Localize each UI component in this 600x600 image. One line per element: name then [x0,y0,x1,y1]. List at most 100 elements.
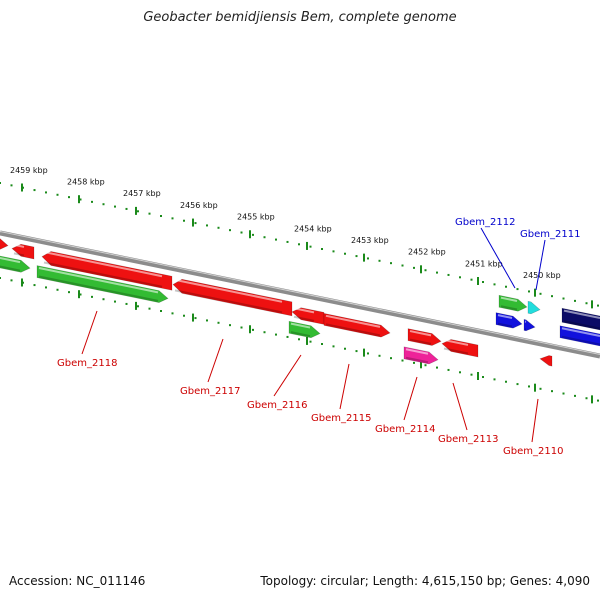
upper-ruler-dot [436,271,438,274]
gene-navy-right[interactable] [561,307,600,331]
lower-ruler-dot [344,347,346,350]
upper-ruler-dot [344,252,346,255]
lower-ruler-dot [252,328,254,331]
upper-ruler-dot [45,191,47,194]
lower-ruler-dot [378,354,381,357]
upper-ruler-dot [574,299,576,302]
lower-ruler-dot [79,293,82,296]
gene-gbem-2116-red-shadow [174,289,283,314]
gene-label[interactable]: Gbem_2114 [375,424,435,435]
upper-ruler-dot [102,203,105,206]
upper-ruler-dot [183,219,185,222]
upper-ruler-dot [79,198,82,201]
upper-ruler-dot [551,295,553,298]
upper-ruler-dot [459,276,461,279]
upper-ruler-dot [332,250,335,253]
lower-ruler-dot [447,368,450,371]
gene-label[interactable]: Gbem_2112 [455,217,515,228]
lower-ruler-dot [91,295,93,298]
lower-ruler-dot [148,307,151,310]
lower-ruler-dot [516,383,519,386]
gene-label[interactable]: Gbem_2116 [247,400,307,411]
gene-label[interactable]: Gbem_2113 [438,434,498,445]
genome-summary-text: Topology: circular; Length: 4,615,150 bp… [260,574,590,588]
gene-gbem-2111-blue[interactable] [523,319,536,332]
lower-ruler-dot [332,345,335,348]
upper-ruler-dot [125,207,128,210]
gene-red-2-highlight [293,307,315,314]
gene-gbem-2113[interactable] [441,339,479,358]
gene-gbem-2118-shadow [43,261,163,288]
upper-ruler-dot [470,278,473,281]
lower-ruler-dot [597,399,599,402]
upper-ruler-dot [309,245,312,248]
gene-label[interactable]: Gbem_2117 [180,386,240,397]
upper-ruler-dot [263,236,266,239]
gene-label-leader [403,376,418,421]
gene-blue-right-shadow [561,335,600,346]
upper-ruler-dot [206,224,208,227]
gene-label[interactable]: Gbem_2118 [57,358,117,369]
upper-ruler-dot [516,288,519,291]
kbp-label: 2450 kbp [523,271,561,280]
upper-ruler-dot [528,290,530,293]
gene-gbem-2117-highlight [38,267,159,294]
lower-ruler-dot [194,317,197,320]
lower-ruler-dot [390,357,392,360]
lower-ruler-dot [528,385,530,388]
upper-ruler-dot [252,233,254,236]
gene-gbem-2118-highlight [43,251,163,278]
gene-blue-right-highlight [561,327,600,337]
gene-partial-red-left[interactable] [0,236,9,250]
upper-ruler-dot [493,283,496,286]
gene-red-3-shadow [409,338,432,345]
lower-ruler-dot [470,373,473,376]
upper-ruler-dot [33,189,36,192]
lower-ruler-dot [56,288,59,291]
gene-gbem-2111[interactable] [527,300,541,315]
upper-ruler-dot [378,259,381,262]
gene-gbem-2116-red[interactable] [172,278,293,317]
upper-ruler-dot [10,184,13,187]
gene-red-2[interactable] [291,307,325,325]
gene-label[interactable]: Gbem_2110 [503,446,563,457]
lower-ruler-dot [367,352,369,355]
gene-gbem-2115-highlight [325,314,381,328]
lower-ruler-dot [160,310,162,313]
upper-ruler-dot [355,255,358,258]
upper-ruler-dot [562,297,565,300]
gene-gbem-2118[interactable] [41,251,173,291]
upper-ruler-dot [585,302,588,305]
lower-ruler-dot [263,331,266,334]
gene-gbem-2110[interactable] [539,355,553,367]
kbp-label: 2457 kbp [123,189,161,198]
upper-ruler-dot [148,212,151,215]
upper-ruler-dot [286,240,289,243]
gene-label[interactable]: Gbem_2111 [520,229,580,240]
gene-red-3-highlight [409,330,432,337]
gene-gbem-2114-shadow [405,356,429,364]
gene-gbem-2114-highlight [405,348,429,355]
upper-ruler-dot [275,238,277,241]
kbp-label: 2456 kbp [180,201,218,210]
gene-partial-red-left2[interactable] [11,243,35,260]
upper-ruler-dot [390,262,392,265]
upper-ruler-dot [597,304,599,307]
upper-ruler-dot [217,226,220,229]
gene-gbem-2112-highlight [497,314,513,319]
kbp-label: 2459 kbp [10,166,48,175]
gene-label[interactable]: Gbem_2115 [311,413,371,424]
upper-ruler-dot [413,266,415,269]
lower-ruler-dot [33,284,36,287]
lower-ruler-dot [424,364,427,367]
lower-ruler-dot [482,376,484,379]
gene-gbem-2113-shadow [443,347,469,355]
lower-ruler-dot [413,361,415,364]
lower-ruler-dot [137,305,139,308]
lower-ruler-dot [574,394,576,397]
lower-ruler-dot [0,277,1,279]
lower-ruler-dot [183,314,185,317]
kbp-label: 2451 kbp [465,259,503,268]
kbp-label: 2452 kbp [408,248,446,257]
